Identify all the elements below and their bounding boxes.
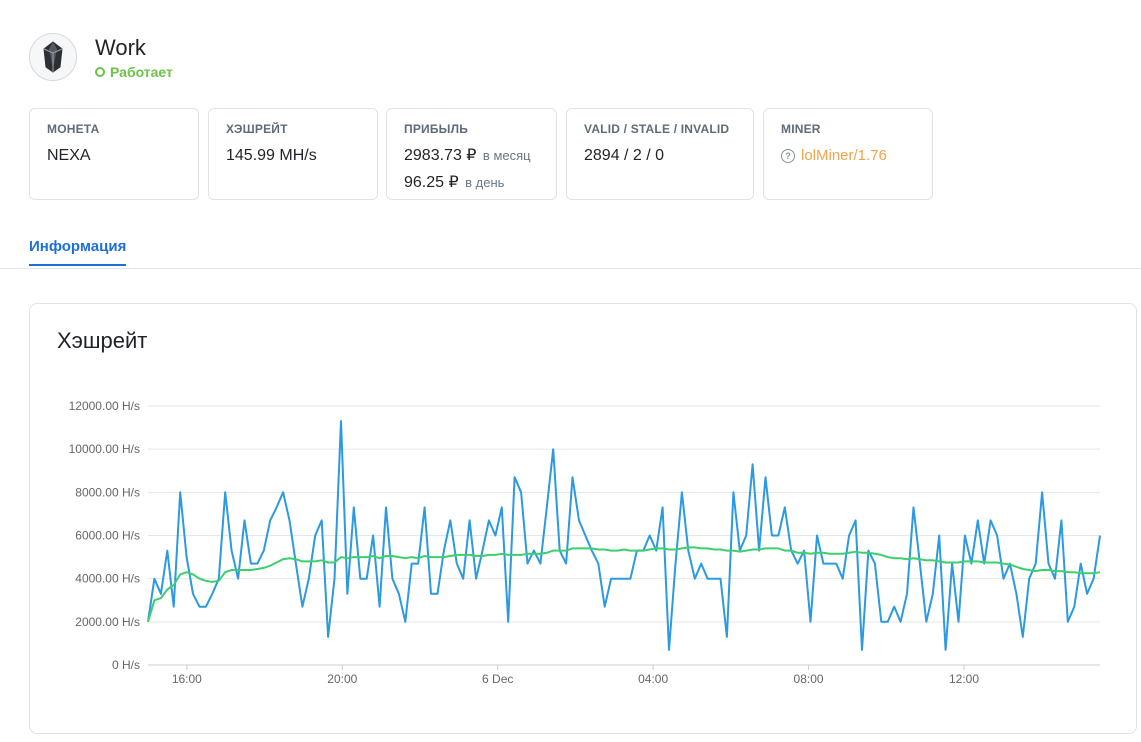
worker-header: Work Работает: [29, 30, 173, 84]
x-tick-label: 20:00: [327, 672, 357, 686]
hashrate-chart-card: Хэшрейт 0 H/s 2000.00 H/s 4000.00 H/s 6000.…: [29, 303, 1137, 734]
miner-value: lolMiner/1.76: [801, 147, 887, 164]
tab-bar: Информация: [0, 232, 1141, 269]
miner-card: MINER ? lolMiner/1.76: [763, 108, 933, 200]
coin-label: МОНЕТА: [47, 122, 100, 136]
x-tick-label: 08:00: [794, 672, 824, 686]
profit-day-value: 96.25 ₽: [404, 174, 459, 191]
tab-info[interactable]: Информация: [29, 238, 127, 266]
y-tick-label: 12000.00 H/s: [69, 399, 140, 413]
question-icon[interactable]: ?: [781, 148, 795, 163]
hashrate-value: 145.99 MH/s: [226, 147, 317, 164]
hashrate-chart: 0 H/s 2000.00 H/s 4000.00 H/s 6000.00 H/s 80…: [69, 399, 1101, 686]
hashrate-label: ХЭШРЕЙТ: [226, 122, 288, 136]
chart-title: Хэшрейт: [57, 328, 148, 353]
worker-name: Work: [95, 34, 146, 60]
y-tick-label: 4000.00 H/s: [75, 572, 140, 586]
shares-card: VALID / STALE / INVALID 2894 / 2 / 0: [566, 108, 754, 200]
status-text: Работает: [110, 63, 173, 80]
x-tick-label: 6 Dec: [482, 672, 513, 686]
hashrate-line: [147, 420, 1101, 651]
profit-month-value: 2983.73 ₽: [404, 147, 477, 164]
miner-label: MINER: [781, 122, 821, 136]
profit-label: ПРИБЫЛЬ: [404, 122, 469, 136]
coin-card: МОНЕТА NEXA: [29, 108, 199, 200]
profit-month: 2983.73 ₽ в месяц: [404, 145, 539, 165]
hashrate-card: ХЭШРЕЙТ 145.99 MH/s: [208, 108, 378, 200]
y-tick-label: 2000.00 H/s: [75, 615, 140, 629]
profit-card: ПРИБЫЛЬ 2983.73 ₽ в месяц 96.25 ₽ в день: [386, 108, 557, 200]
y-tick-label: 0 H/s: [112, 658, 140, 672]
y-tick-label: 8000.00 H/s: [75, 485, 140, 499]
profit-day-unit: в день: [465, 175, 505, 190]
x-tick-label: 04:00: [638, 672, 668, 686]
crystal-icon: [29, 33, 77, 81]
miner-row: ? lolMiner/1.76: [781, 147, 915, 164]
shares-value: 2894 / 2 / 0: [584, 147, 665, 164]
status-dot-icon: [95, 66, 105, 77]
shares-label: VALID / STALE / INVALID: [584, 122, 730, 136]
profit-day: 96.25 ₽ в день: [404, 172, 539, 192]
coin-value: NEXA: [47, 147, 91, 164]
x-tick-label: 12:00: [949, 672, 979, 686]
profit-month-unit: в месяц: [482, 148, 531, 163]
x-tick-label: 16:00: [172, 672, 202, 686]
y-tick-label: 6000.00 H/s: [75, 529, 140, 543]
status-badge: Работает: [95, 64, 173, 80]
average-hashrate-line: [147, 546, 1101, 623]
y-tick-label: 10000.00 H/s: [69, 442, 140, 456]
